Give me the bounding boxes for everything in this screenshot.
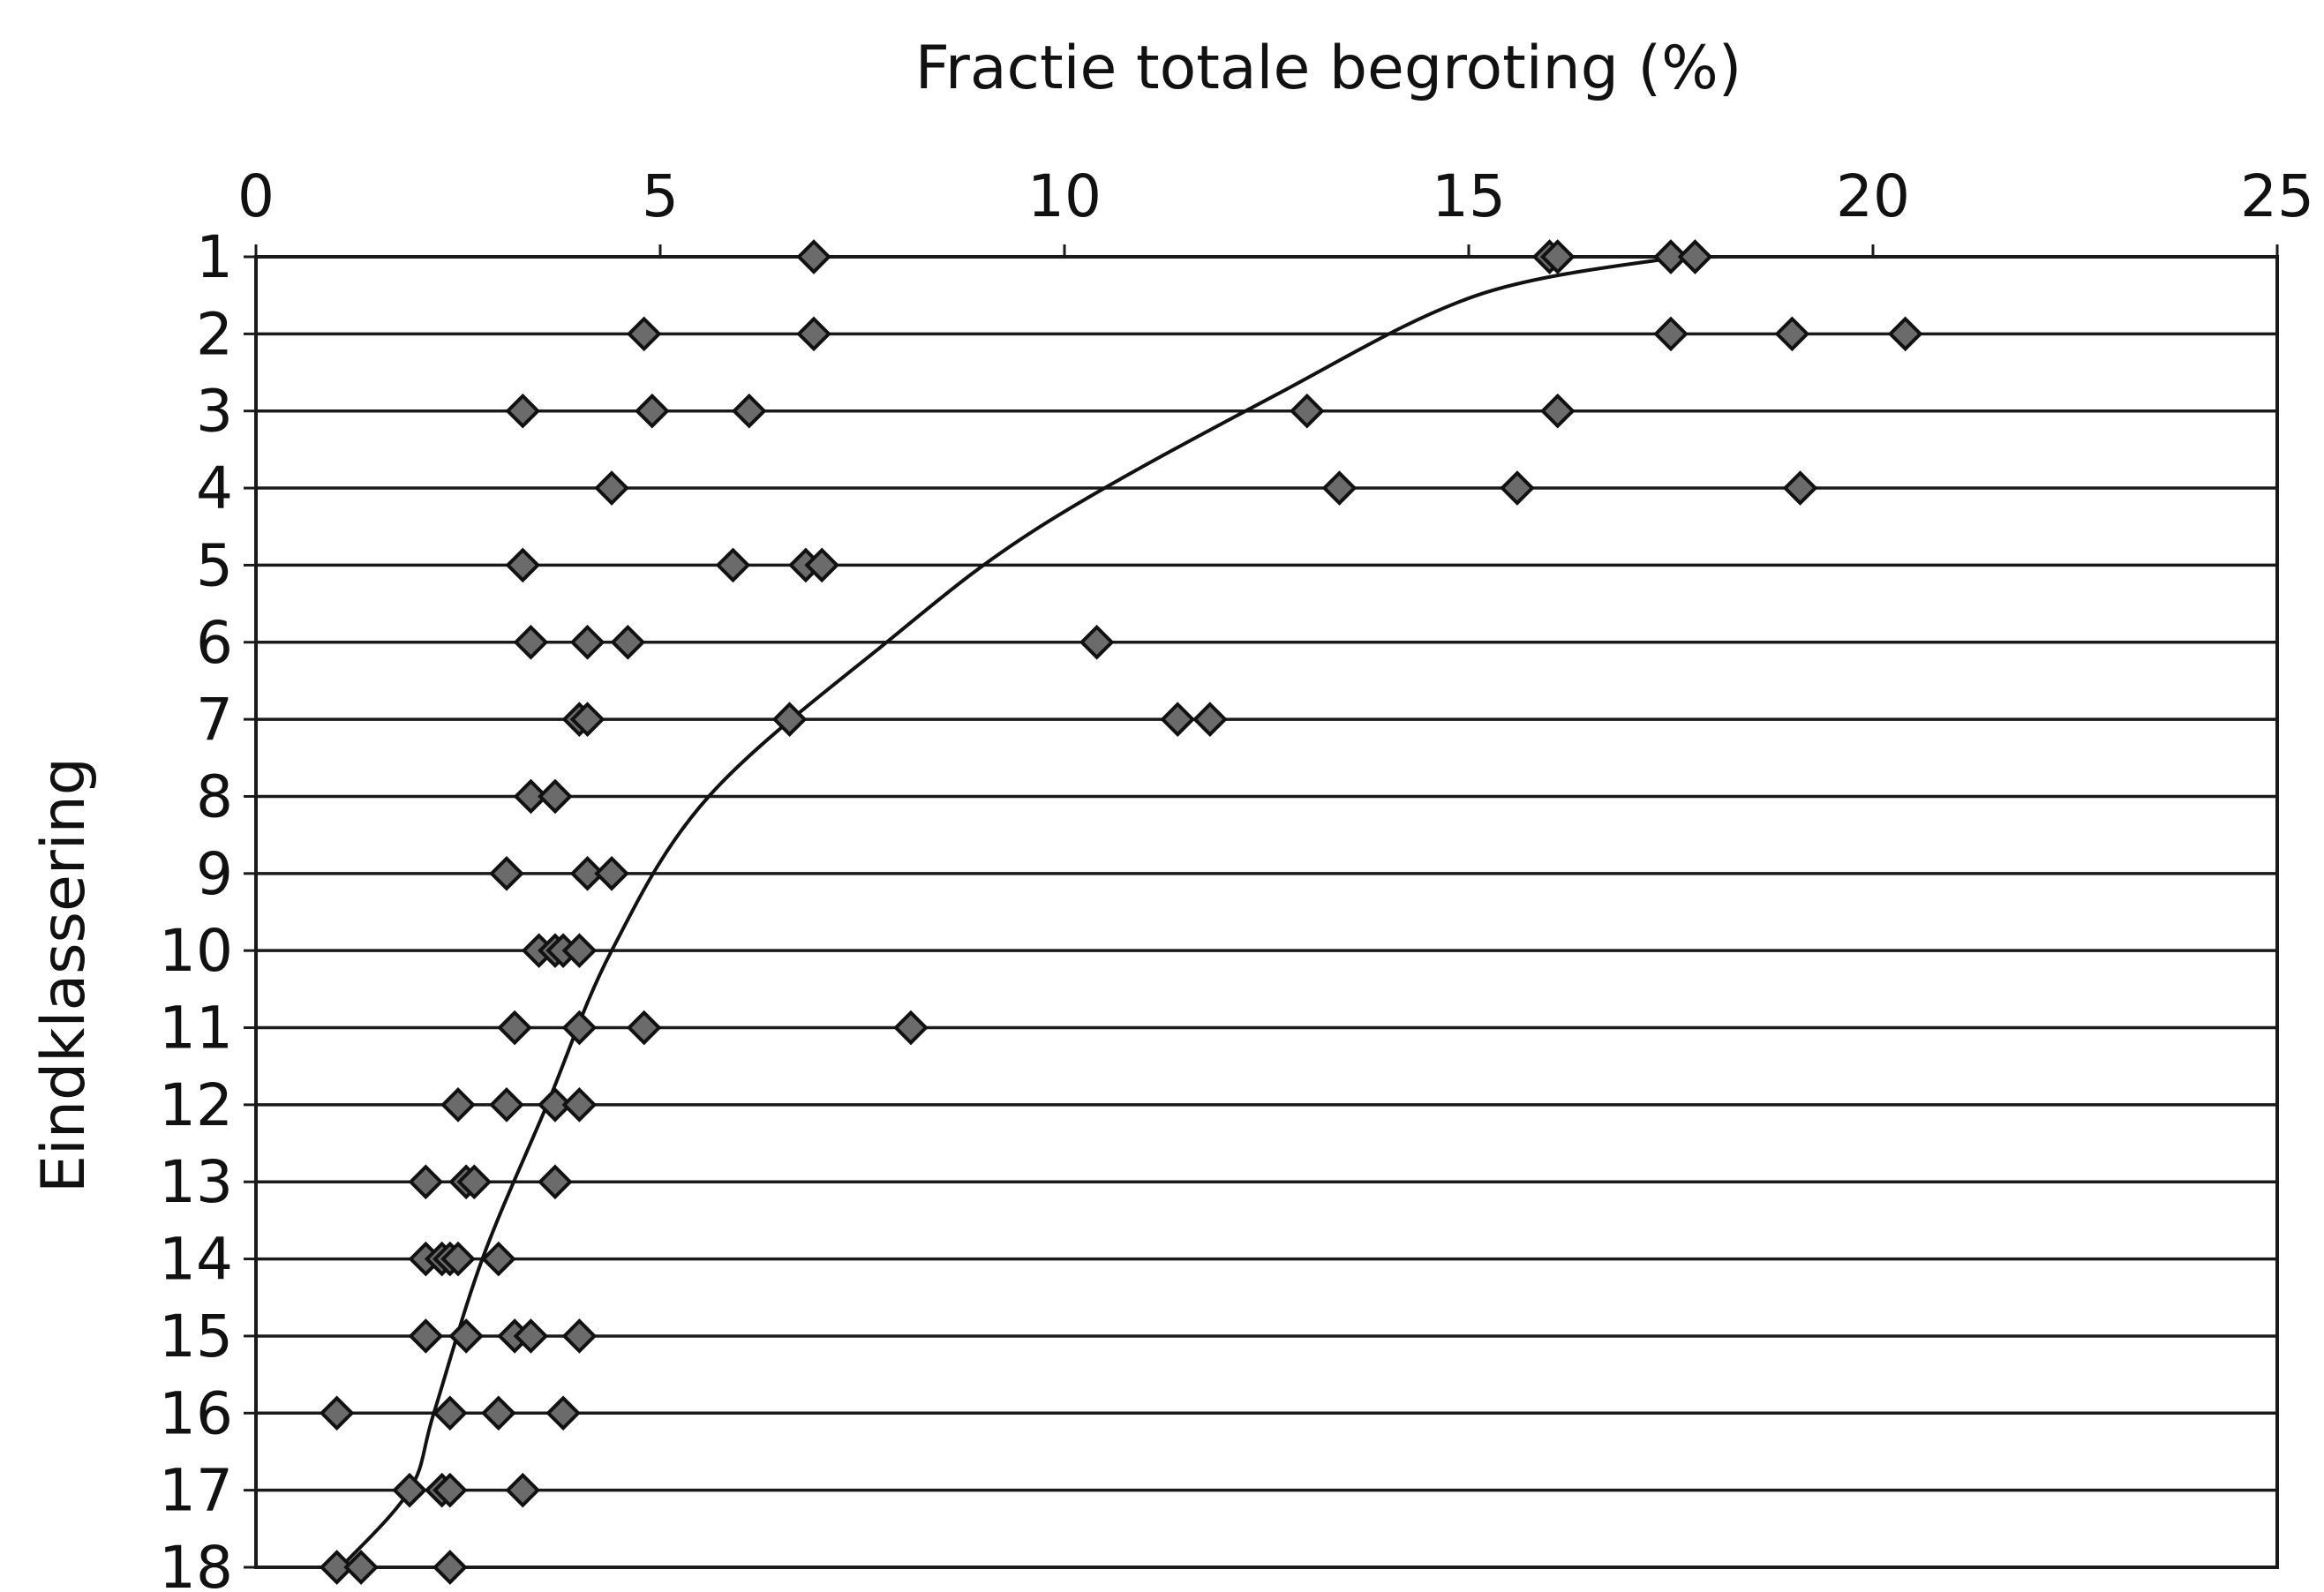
data-point [538,1164,573,1200]
data-point [594,470,629,506]
data-point [561,1318,598,1354]
data-point [408,1318,444,1354]
data-point [432,1472,468,1508]
data-point [448,1318,484,1354]
y-tick-label: 18 [159,1534,233,1592]
x-tick-label: 5 [642,162,679,230]
y-tick-label: 13 [159,1148,233,1216]
data-point [569,702,605,737]
y-tick-label: 5 [196,531,233,599]
y-tick-label: 4 [196,454,233,522]
data-point [1321,470,1358,506]
y-tick-label: 10 [159,917,233,985]
data-point [561,933,598,969]
y-tick-label: 6 [196,609,233,677]
data-point [513,1318,549,1354]
data-point [432,1395,468,1431]
x-tick-label: 20 [1836,162,1910,230]
data-point [594,855,629,891]
data-point [561,1010,598,1046]
data-point [1500,470,1535,506]
data-point [440,1087,476,1123]
y-tick-label: 14 [159,1226,233,1294]
data-point [440,1241,476,1277]
data-point [610,624,646,660]
data-point [497,1010,532,1046]
data-point [1774,316,1810,352]
data-point [319,1395,355,1431]
data-point [480,1241,516,1277]
y-tick-label: 11 [159,995,233,1063]
data-point [1782,470,1818,506]
y-tick-label: 2 [196,300,233,368]
data-point [1539,239,1576,274]
data-point [545,1395,581,1431]
data-point [513,778,549,815]
x-axis-title: Fractie totale begroting (%) [915,34,1741,103]
y-tick-label: 7 [196,686,233,754]
data-point [796,239,831,274]
data-point [1539,393,1576,429]
data-point [1160,702,1196,737]
data-point [538,1087,573,1123]
plot-frame [254,255,2279,1569]
data-point [796,316,831,352]
data-point [1079,624,1115,660]
data-point [731,393,767,429]
data-point [771,702,808,737]
data-point [626,1010,662,1046]
data-point [432,1550,468,1585]
data-point [505,1472,541,1508]
data-point [893,1010,929,1046]
data-point [1653,239,1688,274]
y-axis-title: Eindklassering [29,757,99,1193]
y-tick-label: 1 [196,223,233,291]
data-point [480,1395,516,1431]
data-points [319,239,1923,1585]
data-point [343,1550,379,1585]
y-tick-label: 17 [159,1457,233,1525]
x-axis-ticks: 0 5 10 15 20 25 [237,162,2314,257]
data-point [489,1087,524,1123]
y-tick-label: 9 [196,840,233,908]
y-tick-label: 3 [196,378,233,446]
x-tick-label: 15 [1432,162,1506,230]
data-point [456,1164,493,1200]
data-point [408,1164,444,1200]
data-point [561,1087,598,1123]
data-point [635,393,670,429]
data-point [626,316,662,352]
data-point [505,547,541,583]
data-point [538,778,573,815]
y-tick-label: 15 [159,1303,233,1370]
data-point [392,1472,427,1508]
data-point [569,855,605,891]
data-point [1289,393,1325,429]
data-point [1192,702,1228,737]
data-point [1887,316,1923,352]
x-tick-label: 10 [1027,162,1102,230]
gridlines [256,332,2277,1492]
y-tick-label: 12 [159,1071,233,1139]
data-point [1677,239,1713,274]
x-tick-label: 25 [2240,162,2314,230]
data-point [505,393,541,429]
data-point [513,624,549,660]
trendline [339,255,1680,1569]
data-point [804,547,840,583]
y-tick-label: 8 [196,762,233,830]
data-point [319,1550,355,1585]
x-tick-label: 0 [237,162,275,230]
data-point [489,855,524,891]
data-point [1653,316,1688,352]
data-point [569,624,605,660]
data-point [715,547,751,583]
y-tick-label: 16 [159,1379,233,1447]
